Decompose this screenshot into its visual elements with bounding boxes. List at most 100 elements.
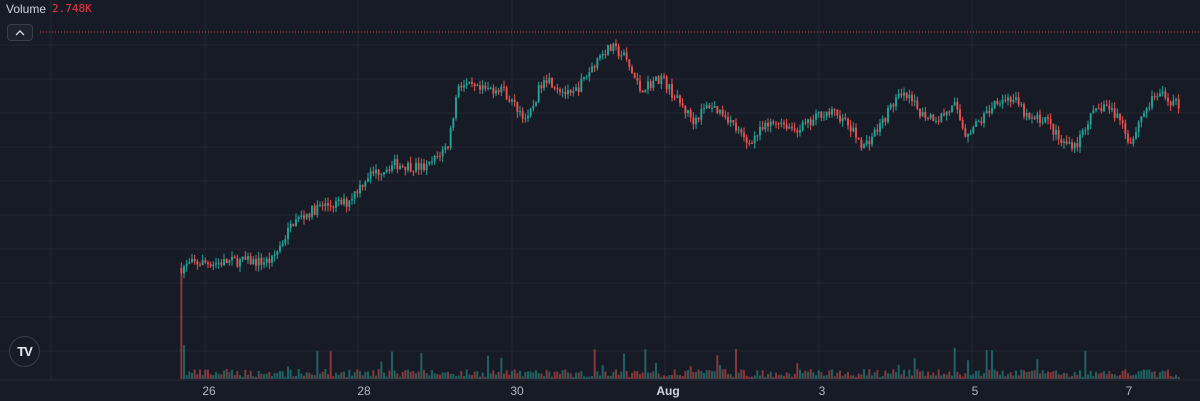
- volume-bar: [844, 374, 847, 379]
- candle-up: [977, 121, 980, 123]
- candle-up: [601, 53, 604, 56]
- candle-down: [593, 66, 596, 68]
- volume-bar: [759, 375, 761, 379]
- volume-bar: [420, 353, 423, 379]
- volume-bar: [823, 375, 825, 379]
- candle-up: [188, 262, 191, 264]
- candle-down: [708, 105, 711, 109]
- volume-bar: [708, 370, 711, 379]
- tradingview-logo-icon[interactable]: TV: [9, 336, 40, 367]
- volume-bar: [583, 376, 585, 379]
- candle-up: [457, 85, 460, 98]
- volume-bar: [239, 375, 241, 379]
- candle-up: [297, 216, 300, 220]
- candle-down: [727, 116, 729, 123]
- volume-bar: [1009, 372, 1012, 379]
- candle-up: [695, 117, 697, 125]
- volume-bar: [924, 375, 927, 379]
- volume-bar: [833, 376, 836, 379]
- candle-down: [657, 76, 660, 84]
- candle-down: [423, 163, 425, 170]
- candle-up: [537, 85, 540, 103]
- candle-down: [1023, 104, 1025, 117]
- volume-bar: [1068, 376, 1071, 379]
- candle-up: [351, 199, 353, 201]
- candle-up: [343, 198, 345, 205]
- candle-up: [223, 259, 225, 266]
- volume-bar: [1081, 376, 1084, 379]
- candle-up: [1084, 129, 1087, 131]
- volume-bar: [252, 376, 255, 379]
- candle-down: [249, 256, 252, 265]
- candle-up: [719, 109, 721, 113]
- candle-down: [1124, 123, 1127, 134]
- volume-bar: [1079, 370, 1081, 379]
- collapse-legend-button[interactable]: [7, 24, 33, 41]
- volume-bar: [532, 372, 535, 379]
- volume-bar: [1084, 350, 1087, 379]
- candle-up: [1143, 113, 1145, 117]
- volume-bar: [612, 371, 615, 379]
- candle-up: [991, 107, 993, 113]
- candle-up: [841, 117, 844, 122]
- volume-bar: [1105, 374, 1108, 379]
- volume-bar: [1017, 375, 1020, 379]
- volume-bar: [977, 370, 980, 379]
- candle-down: [1028, 112, 1031, 119]
- volume-bar: [212, 375, 215, 379]
- candle-down: [628, 59, 631, 67]
- candle-up: [951, 105, 953, 113]
- volume-bar: [287, 366, 289, 379]
- volume-bar: [676, 374, 679, 379]
- volume-bar: [404, 370, 407, 379]
- volume-bar: [356, 369, 359, 379]
- volume-bar: [937, 369, 940, 379]
- volume-bar: [753, 375, 756, 379]
- volume-bar: [780, 374, 783, 379]
- volume-bar: [751, 376, 753, 379]
- candle-up: [1151, 96, 1153, 108]
- candle-down: [1065, 141, 1068, 144]
- candle-up: [769, 121, 772, 127]
- volume-bar: [247, 374, 249, 379]
- candle-down: [460, 85, 463, 88]
- volume-bar: [188, 371, 191, 379]
- candle-down: [665, 76, 668, 90]
- candle-down: [761, 127, 764, 130]
- candle-down: [1060, 139, 1063, 143]
- volume-bar: [1169, 375, 1172, 379]
- volume-bar: [668, 375, 671, 379]
- volume-bar: [332, 376, 335, 379]
- volume-bar: [983, 373, 985, 379]
- candle-down: [1127, 133, 1129, 143]
- volume-bar: [969, 374, 972, 379]
- candle-up: [487, 87, 489, 89]
- volume-bar: [396, 373, 399, 379]
- candle-up: [1135, 132, 1137, 139]
- candle-down: [1108, 105, 1111, 110]
- candle-up: [407, 162, 409, 171]
- candle-down: [943, 113, 945, 116]
- candle-down: [225, 259, 228, 263]
- candle-down: [209, 264, 212, 267]
- candle-down: [404, 166, 407, 171]
- volume-bar: [1097, 373, 1100, 379]
- candle-down: [401, 166, 404, 168]
- volume-bar: [1092, 375, 1095, 379]
- candle-down: [396, 159, 399, 170]
- candle-up: [441, 149, 444, 157]
- candle-up: [1068, 142, 1071, 144]
- volume-bar: [441, 372, 444, 379]
- volume-bar: [604, 371, 607, 379]
- candle-up: [815, 113, 817, 120]
- volume-bar: [465, 369, 468, 379]
- candle-up: [807, 119, 809, 123]
- volume-bar: [1015, 370, 1017, 379]
- volume-bar: [593, 349, 596, 379]
- volume-bar: [431, 370, 433, 379]
- volume-bar: [297, 369, 300, 379]
- candle-up: [655, 76, 657, 81]
- candle-down: [220, 262, 223, 266]
